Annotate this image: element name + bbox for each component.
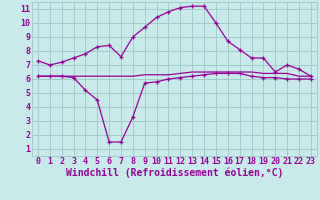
X-axis label: Windchill (Refroidissement éolien,°C): Windchill (Refroidissement éolien,°C) <box>66 168 283 178</box>
